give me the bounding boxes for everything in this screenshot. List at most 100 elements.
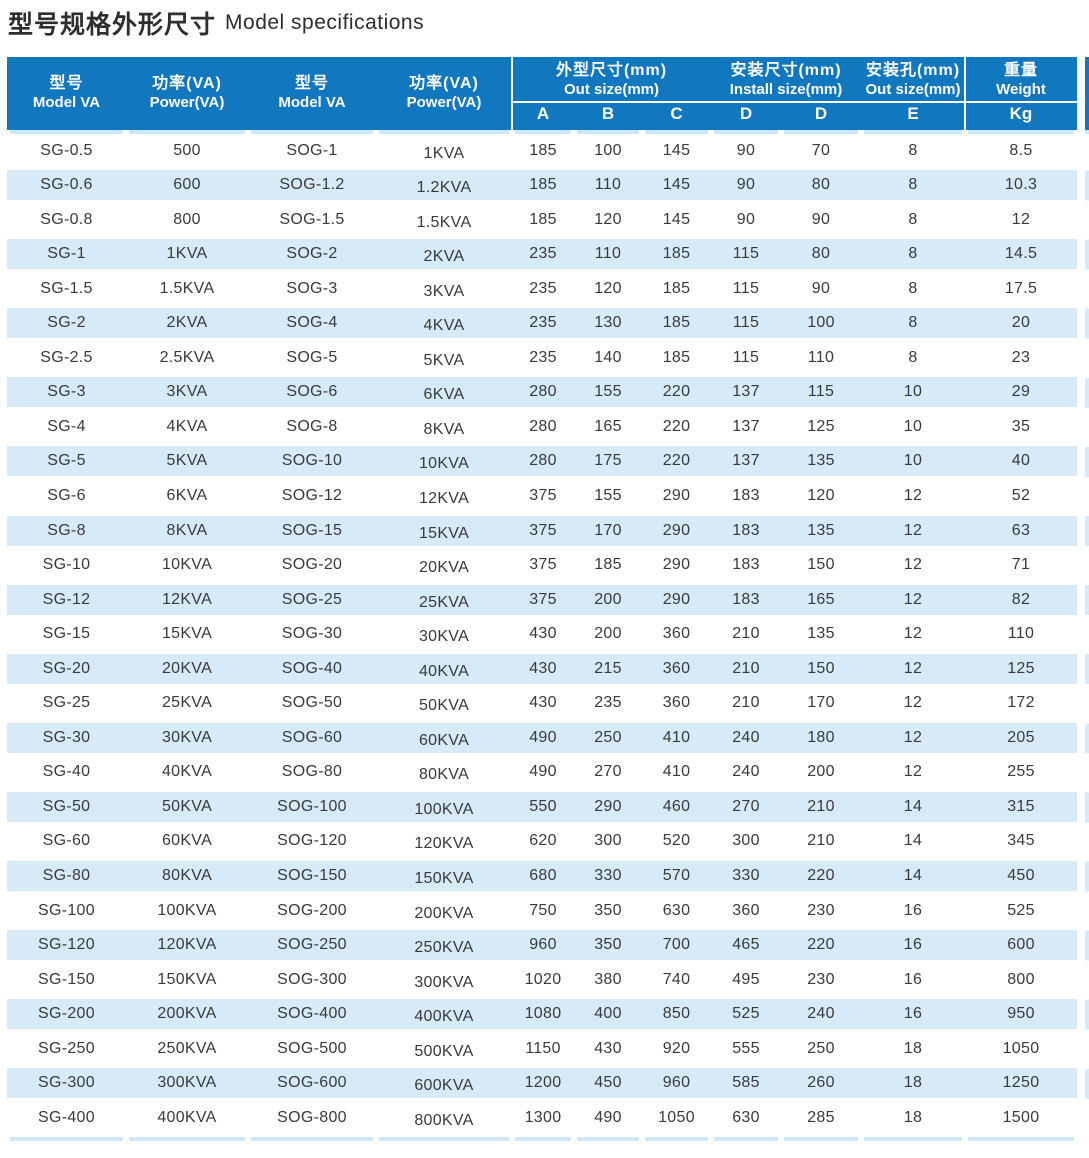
cell-E: 18 bbox=[903, 1039, 923, 1057]
strip-segment bbox=[864, 1137, 962, 1142]
cell-C: 520 bbox=[662, 832, 691, 850]
cell-power_sog: 100KVA bbox=[414, 800, 474, 818]
cell-E: 18 bbox=[903, 1074, 923, 1092]
cell-A: 280 bbox=[529, 452, 557, 470]
cell-model_sog: SOG-1.5 bbox=[279, 210, 345, 228]
header-power-sg: 功率(VA) Power(VA) bbox=[149, 75, 225, 112]
cell-C: 290 bbox=[662, 486, 691, 504]
cell-weight_kg: 315 bbox=[1007, 797, 1035, 815]
cell-E: 16 bbox=[903, 901, 923, 919]
cell-power_sog: 5KVA bbox=[423, 351, 465, 369]
page-title-zh: 型号规格外形尺寸 bbox=[8, 11, 217, 39]
strip-segment bbox=[129, 130, 245, 134]
header-letter-d2: D bbox=[814, 104, 828, 123]
table-row: SG-120 120KVA SOG-250 250KVA 960 350 700 465 220… bbox=[7, 930, 1077, 961]
cell-C: 410 bbox=[662, 728, 691, 746]
cell-weight_kg: 8.5 bbox=[1009, 141, 1033, 159]
table-row: SG-20 20KVA SOG-40 40KVA 430 215 360 210 150 12 12… bbox=[7, 653, 1077, 684]
cell-model_sog: SOG-400 bbox=[277, 1005, 347, 1023]
cell-power_sg: 12KVA bbox=[161, 590, 213, 608]
cell-E: 16 bbox=[903, 1005, 923, 1023]
cell-A: 430 bbox=[529, 694, 557, 712]
cell-weight_kg: 29 bbox=[1011, 383, 1031, 401]
cell-power_sg: 800 bbox=[173, 210, 201, 228]
cell-B: 170 bbox=[594, 521, 622, 539]
cell-B: 155 bbox=[594, 486, 622, 504]
cell-C: 570 bbox=[662, 866, 691, 884]
cell-C: 740 bbox=[662, 970, 691, 988]
cell-D2: 120 bbox=[807, 486, 835, 504]
table-row: SG-10 10KVA SOG-20 20KVA 375 185 290 183 150 12 71 bbox=[7, 550, 1077, 580]
cell-C: 630 bbox=[662, 901, 691, 919]
cell-D2: 165 bbox=[807, 590, 835, 608]
header-group-installsize: 安装尺寸(mm) Install size(mm) bbox=[729, 61, 843, 98]
cell-B: 120 bbox=[594, 210, 622, 228]
cell-E: 8 bbox=[908, 279, 918, 297]
cell-power_sg: 20KVA bbox=[161, 659, 213, 677]
cell-D: 240 bbox=[732, 763, 760, 781]
cell-model_sog: SOG-50 bbox=[281, 694, 343, 712]
cell-power_sog: 8KVA bbox=[423, 420, 465, 438]
cell-D: 210 bbox=[732, 659, 760, 677]
cell-model_sog: SOG-120 bbox=[277, 832, 347, 850]
cell-D2: 135 bbox=[807, 521, 835, 539]
cell-model_sg: SG-120 bbox=[38, 936, 95, 954]
cell-model_sg: SG-50 bbox=[42, 797, 91, 815]
cell-E: 10 bbox=[903, 452, 923, 470]
header-underline-strip bbox=[7, 130, 1077, 134]
cell-D: 465 bbox=[732, 936, 760, 954]
strip-segment bbox=[714, 130, 778, 134]
cell-power_sog: 6KVA bbox=[423, 386, 465, 404]
cell-A: 960 bbox=[529, 936, 557, 954]
cell-A: 490 bbox=[529, 763, 557, 781]
cell-C: 410 bbox=[662, 763, 691, 781]
header-letter-d1: D bbox=[739, 104, 753, 123]
cell-power_sog: 25KVA bbox=[418, 593, 470, 611]
cell-C: 185 bbox=[662, 245, 691, 263]
strip-segment bbox=[10, 1137, 123, 1142]
cell-model_sg: SG-60 bbox=[42, 832, 91, 850]
cell-power_sg: 5KVA bbox=[166, 452, 208, 470]
cell-B: 175 bbox=[594, 452, 622, 470]
cell-D: 585 bbox=[732, 1074, 760, 1092]
cell-E: 8 bbox=[908, 210, 918, 228]
cell-D: 183 bbox=[732, 590, 760, 608]
cell-weight_kg: 1250 bbox=[1002, 1074, 1040, 1092]
cell-weight_kg: 1500 bbox=[1002, 1108, 1040, 1126]
cell-E: 14 bbox=[903, 797, 923, 815]
cell-D2: 180 bbox=[807, 728, 835, 746]
cell-D2: 125 bbox=[807, 417, 835, 435]
cell-power_sog: 800KVA bbox=[414, 1111, 474, 1129]
cell-C: 460 bbox=[662, 797, 691, 815]
table-row: SG-4 4KVA SOG-8 8KVA 280 165 220 137 125 10 35 bbox=[7, 412, 1077, 442]
header-group-installhole: 安装孔(mm) Out size(mm) bbox=[865, 61, 961, 98]
cell-E: 8 bbox=[908, 348, 918, 366]
cell-E: 16 bbox=[903, 970, 923, 988]
cell-C: 360 bbox=[662, 625, 691, 643]
cell-power_sg: 400KVA bbox=[157, 1108, 217, 1126]
cell-B: 450 bbox=[594, 1074, 622, 1092]
strip-segment bbox=[515, 1137, 571, 1142]
cell-model_sg: SG-30 bbox=[42, 728, 91, 746]
cell-D: 115 bbox=[732, 279, 760, 297]
strip-segment bbox=[251, 130, 373, 134]
cell-D2: 200 bbox=[807, 763, 835, 781]
cell-D: 183 bbox=[732, 521, 760, 539]
cell-weight_kg: 35 bbox=[1011, 417, 1031, 435]
cell-D2: 240 bbox=[807, 1005, 835, 1023]
cell-D2: 220 bbox=[807, 866, 835, 884]
cell-power_sog: 20KVA bbox=[418, 559, 470, 577]
cell-power_sg: 1KVA bbox=[166, 245, 208, 263]
cell-power_sog: 300KVA bbox=[414, 973, 474, 991]
table-bottom-strip bbox=[7, 1137, 1077, 1142]
cell-power_sog: 3KVA bbox=[423, 282, 465, 300]
cell-D: 90 bbox=[736, 210, 756, 228]
page-title-en: Model specifications bbox=[225, 11, 425, 34]
table-row: SG-5 5KVA SOG-10 10KVA 280 175 220 137 135 10 40 bbox=[7, 446, 1077, 477]
cell-D2: 230 bbox=[807, 970, 835, 988]
cell-D2: 135 bbox=[807, 625, 835, 643]
cell-C: 360 bbox=[662, 694, 691, 712]
cell-E: 8 bbox=[908, 141, 918, 159]
table-row: SG-2 2KVA SOG-4 4KVA 235 130 185 115 100 8 20 bbox=[7, 308, 1077, 339]
cell-C: 290 bbox=[662, 521, 691, 539]
